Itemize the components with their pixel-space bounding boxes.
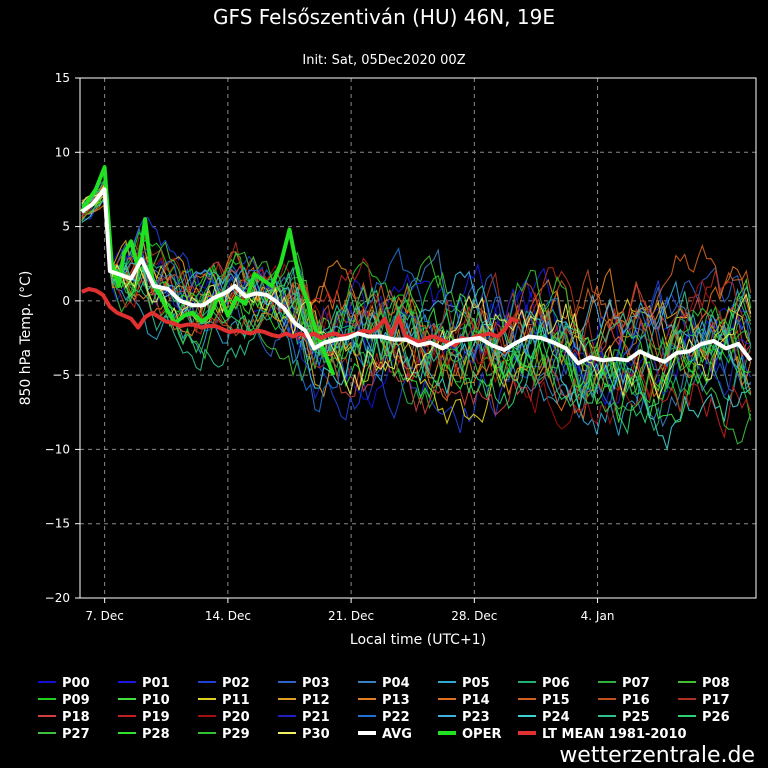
y-tick-label: 5 — [62, 220, 70, 234]
legend-label: P09 — [62, 693, 90, 708]
legend-label: P08 — [702, 676, 730, 691]
series-line-p27 — [81, 180, 752, 445]
x-tick-label: 7. Dec — [85, 609, 123, 623]
legend-label: P21 — [302, 710, 330, 725]
y-tick-label: −10 — [45, 442, 70, 456]
legend-label: P28 — [142, 727, 170, 742]
series-line-p06 — [81, 185, 752, 432]
legend-label: P22 — [382, 710, 410, 725]
x-axis: 7. Dec 14. Dec 21. Dec 28. Dec 4. Jan — [85, 598, 614, 623]
legend-label: OPER — [462, 727, 501, 742]
legend-label: P13 — [382, 693, 410, 708]
legend-label: P25 — [622, 710, 650, 725]
x-tick-label: 4. Jan — [581, 609, 615, 623]
brand-watermark: wetterzentrale.de — [559, 743, 755, 768]
legend-label: P02 — [222, 676, 250, 691]
y-tick-label: 15 — [55, 71, 70, 85]
legend-label: P12 — [302, 693, 330, 708]
legend-label: P19 — [142, 710, 170, 725]
legend-label: P26 — [702, 710, 730, 725]
x-tick-label: 14. Dec — [205, 609, 251, 623]
series-line-p26 — [81, 189, 752, 435]
legend-label: P11 — [222, 693, 250, 708]
legend-label: P27 — [62, 727, 90, 742]
series-line-p30 — [81, 184, 752, 401]
legend-label: P07 — [622, 676, 650, 691]
chart-subtitle: Init: Sat, 05Dec2020 00Z — [302, 53, 465, 68]
legend-label: P15 — [542, 693, 570, 708]
y-axis: −20 −15 −10 −5 0 5 10 15 — [45, 71, 80, 605]
legend-label: P24 — [542, 710, 570, 725]
series-line-p22 — [81, 188, 752, 413]
series-line-p23 — [81, 193, 751, 385]
x-axis-label: Local time (UTC+1) — [350, 632, 486, 648]
legend-label: AVG — [382, 727, 412, 742]
series-line-avg — [80, 187, 753, 366]
series-line-oper — [80, 165, 336, 376]
series-line-lt-mean-1981-2010 — [81, 287, 520, 348]
legend-label: P04 — [382, 676, 410, 691]
series-line-p17 — [81, 193, 751, 388]
legend-label: P06 — [542, 676, 570, 691]
legend: P00 P01 P02 P03 P04 P05 P06 P07 P08 P09 P10 P11 P12 P… — [38, 676, 730, 742]
highlight-lines — [80, 165, 753, 376]
y-axis-label: 850 hPa Temp. (°C) — [18, 271, 34, 406]
y-tick-label: 10 — [55, 145, 70, 159]
legend-label: P00 — [62, 676, 90, 691]
legend-label: P16 — [622, 693, 650, 708]
legend-label: P30 — [302, 727, 330, 742]
series-line-p21 — [81, 188, 751, 405]
x-tick-label: 28. Dec — [451, 609, 497, 623]
legend-label: P17 — [702, 693, 730, 708]
y-tick-label: −15 — [45, 517, 70, 531]
legend-label: P20 — [222, 710, 250, 725]
legend-label: P18 — [62, 710, 90, 725]
legend-label: P10 — [142, 693, 170, 708]
legend-label: LT MEAN 1981-2010 — [542, 727, 687, 742]
x-tick-label: 21. Dec — [328, 609, 374, 623]
legend-label: P05 — [462, 676, 490, 691]
legend-label: P01 — [142, 676, 170, 691]
chart-title: GFS Felsőszentiván (HU) 46N, 19E — [213, 5, 555, 29]
legend-label: P14 — [462, 693, 490, 708]
y-tick-label: −20 — [45, 591, 70, 605]
plot-frame — [79, 77, 757, 599]
y-tick-label: 0 — [62, 294, 70, 308]
legend-label: P23 — [462, 710, 490, 725]
legend-label: P29 — [222, 727, 250, 742]
y-tick-label: −5 — [52, 368, 70, 382]
legend-label: P03 — [302, 676, 330, 691]
series-line-p28 — [81, 190, 751, 400]
plot-area — [79, 77, 757, 599]
